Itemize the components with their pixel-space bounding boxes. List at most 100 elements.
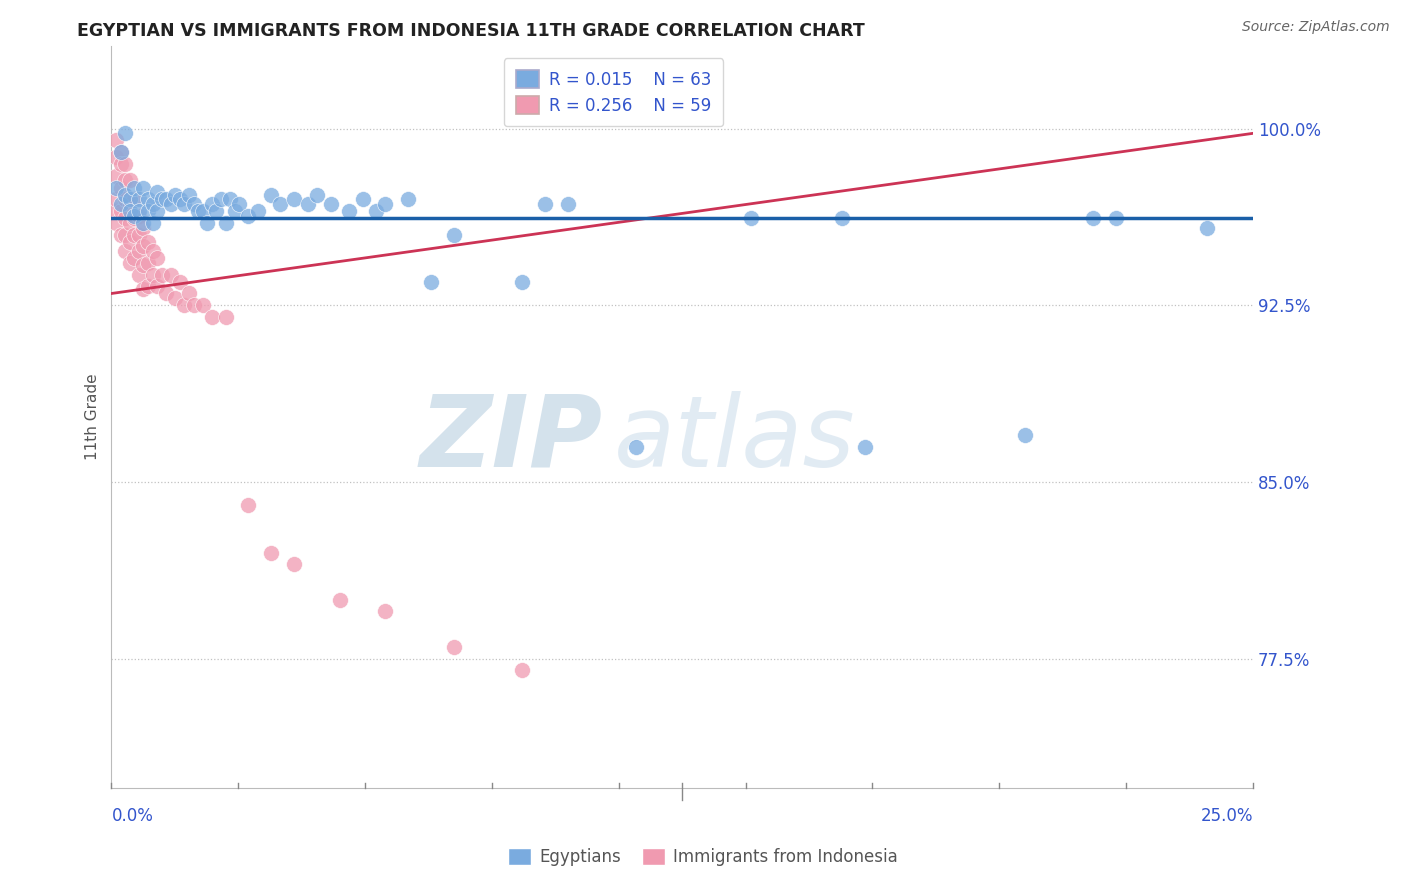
Point bbox=[183, 197, 205, 211]
Point bbox=[128, 209, 150, 223]
Point bbox=[141, 268, 163, 282]
Point bbox=[146, 251, 169, 265]
Point bbox=[374, 604, 396, 618]
Point bbox=[205, 204, 228, 219]
Point bbox=[337, 204, 360, 219]
Point bbox=[374, 197, 396, 211]
Point bbox=[831, 211, 853, 226]
Point bbox=[122, 211, 145, 226]
Text: atlas: atlas bbox=[613, 391, 855, 488]
Point bbox=[155, 192, 177, 206]
Y-axis label: 11th Grade: 11th Grade bbox=[86, 374, 100, 460]
Point bbox=[224, 204, 246, 219]
Point bbox=[283, 558, 305, 572]
Point bbox=[443, 227, 465, 242]
Point bbox=[122, 180, 145, 194]
Point bbox=[114, 227, 136, 242]
Point bbox=[183, 298, 205, 312]
Point bbox=[159, 268, 181, 282]
Point bbox=[1105, 211, 1128, 226]
Point bbox=[118, 235, 141, 249]
Point bbox=[1081, 211, 1104, 226]
Point bbox=[853, 440, 876, 454]
Point bbox=[122, 227, 145, 242]
Point bbox=[150, 268, 173, 282]
Point bbox=[104, 216, 127, 230]
Point bbox=[238, 209, 260, 223]
Point bbox=[128, 192, 150, 206]
Point bbox=[201, 310, 224, 324]
Point bbox=[146, 186, 169, 200]
Point bbox=[104, 169, 127, 183]
Text: 0.0%: 0.0% bbox=[111, 807, 153, 825]
Point bbox=[118, 192, 141, 206]
Text: ZIP: ZIP bbox=[419, 391, 602, 488]
Point bbox=[228, 197, 250, 211]
Point bbox=[104, 133, 127, 147]
Point bbox=[110, 197, 132, 211]
Point bbox=[169, 192, 191, 206]
Point bbox=[136, 279, 159, 293]
Point bbox=[396, 192, 419, 206]
Point bbox=[132, 258, 155, 272]
Point bbox=[132, 180, 155, 194]
Point bbox=[114, 173, 136, 187]
Point bbox=[159, 197, 181, 211]
Point bbox=[269, 197, 291, 211]
Point bbox=[209, 192, 232, 206]
Text: EGYPTIAN VS IMMIGRANTS FROM INDONESIA 11TH GRADE CORRELATION CHART: EGYPTIAN VS IMMIGRANTS FROM INDONESIA 11… bbox=[77, 22, 865, 40]
Point bbox=[173, 197, 195, 211]
Point bbox=[132, 282, 155, 296]
Point bbox=[114, 211, 136, 226]
Point bbox=[169, 275, 191, 289]
Point bbox=[319, 197, 342, 211]
Point bbox=[626, 440, 648, 454]
Point bbox=[443, 640, 465, 654]
Point bbox=[118, 216, 141, 230]
Point bbox=[110, 204, 132, 219]
Legend: R = 0.015    N = 63, R = 0.256    N = 59: R = 0.015 N = 63, R = 0.256 N = 59 bbox=[505, 58, 723, 127]
Point bbox=[283, 192, 305, 206]
Point bbox=[214, 310, 236, 324]
Point bbox=[510, 663, 533, 677]
Point bbox=[141, 197, 163, 211]
Point bbox=[110, 157, 132, 171]
Point bbox=[118, 197, 141, 211]
Point bbox=[177, 187, 200, 202]
Point bbox=[104, 150, 127, 164]
Point bbox=[118, 173, 141, 187]
Point bbox=[110, 180, 132, 194]
Point bbox=[141, 244, 163, 259]
Point bbox=[122, 251, 145, 265]
Point bbox=[118, 204, 141, 219]
Point bbox=[110, 145, 132, 160]
Point bbox=[510, 275, 533, 289]
Point bbox=[136, 235, 159, 249]
Point bbox=[352, 192, 374, 206]
Point bbox=[1014, 427, 1036, 442]
Point bbox=[195, 216, 218, 230]
Point bbox=[114, 187, 136, 202]
Point bbox=[122, 192, 145, 206]
Point bbox=[1197, 220, 1219, 235]
Point bbox=[534, 197, 557, 211]
Point bbox=[136, 192, 159, 206]
Text: Source: ZipAtlas.com: Source: ZipAtlas.com bbox=[1241, 20, 1389, 34]
Point bbox=[146, 204, 169, 219]
Point bbox=[201, 197, 224, 211]
Point bbox=[177, 286, 200, 301]
Legend: Egyptians, Immigrants from Indonesia: Egyptians, Immigrants from Indonesia bbox=[502, 841, 904, 873]
Point bbox=[118, 256, 141, 270]
Point bbox=[146, 279, 169, 293]
Point bbox=[132, 239, 155, 253]
Point bbox=[297, 197, 319, 211]
Text: 25.0%: 25.0% bbox=[1201, 807, 1253, 825]
Point bbox=[155, 286, 177, 301]
Point bbox=[740, 211, 762, 226]
Point bbox=[104, 192, 127, 206]
Point bbox=[219, 192, 242, 206]
Point bbox=[260, 187, 283, 202]
Point bbox=[136, 256, 159, 270]
Point bbox=[260, 545, 283, 559]
Point bbox=[150, 192, 173, 206]
